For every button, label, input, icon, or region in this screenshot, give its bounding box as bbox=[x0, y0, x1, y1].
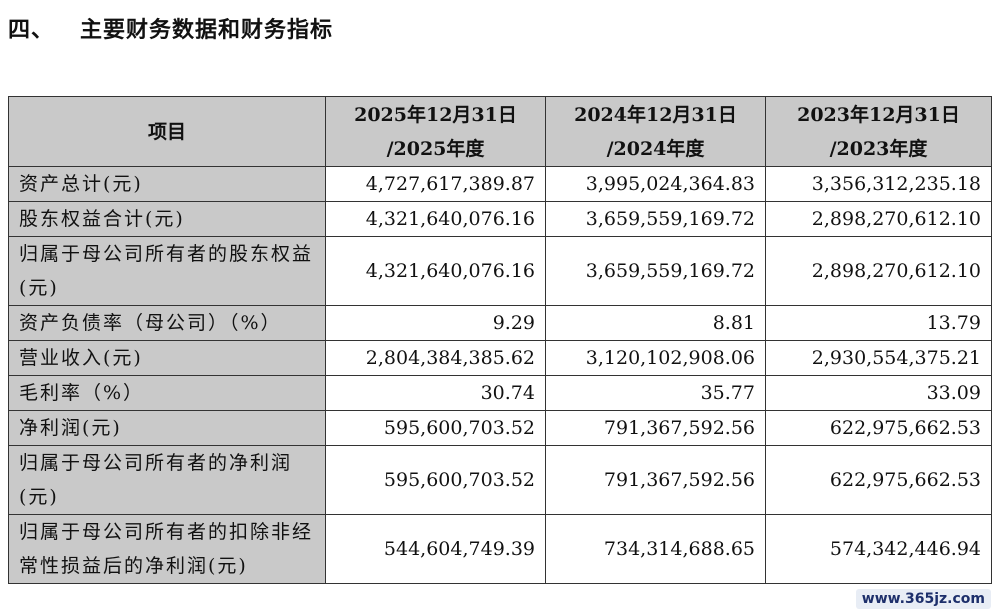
row-label: 毛利率（%） bbox=[8, 375, 326, 411]
cell-2023: 574,342,446.94 bbox=[765, 514, 992, 584]
cell-2024: 3,659,559,169.72 bbox=[545, 236, 766, 306]
cell-2025: 595,600,703.52 bbox=[325, 410, 546, 446]
header-col-2023: 2023年12月31日 /2023年度 bbox=[765, 96, 992, 167]
cell-2023: 3,356,312,235.18 bbox=[765, 166, 992, 202]
header-item: 项目 bbox=[8, 96, 326, 167]
table-row: 归属于母公司所有者的股东权益(元) 4,321,640,076.16 3,659… bbox=[8, 236, 992, 306]
cell-2024: 734,314,688.65 bbox=[545, 514, 766, 584]
cell-2025: 9.29 bbox=[325, 305, 546, 341]
row-label: 净利润(元) bbox=[8, 410, 326, 446]
table-row: 净利润(元) 595,600,703.52 791,367,592.56 622… bbox=[8, 410, 992, 446]
cell-2025: 4,727,617,389.87 bbox=[325, 166, 546, 202]
cell-2025: 30.74 bbox=[325, 375, 546, 411]
table-row: 资产负债率（母公司）（%） 9.29 8.81 13.79 bbox=[8, 305, 992, 341]
table-row: 毛利率（%） 30.74 35.77 33.09 bbox=[8, 375, 992, 411]
header-col-line1: 2023年12月31日 bbox=[797, 103, 960, 126]
header-col-2025: 2025年12月31日 /2025年度 bbox=[325, 96, 546, 167]
table-row: 归属于母公司所有者的扣除非经常性损益后的净利润(元) 544,604,749.3… bbox=[8, 514, 992, 584]
cell-2023: 33.09 bbox=[765, 375, 992, 411]
row-label: 营业收入(元) bbox=[8, 340, 326, 376]
cell-2025: 4,321,640,076.16 bbox=[325, 236, 546, 306]
section-heading: 四、 主要财务数据和财务指标 bbox=[8, 12, 333, 44]
section-title: 主要财务数据和财务指标 bbox=[80, 18, 334, 43]
header-col-line1: 2024年12月31日 bbox=[574, 103, 737, 126]
cell-2023: 13.79 bbox=[765, 305, 992, 341]
cell-2025: 4,321,640,076.16 bbox=[325, 201, 546, 237]
cell-2023: 2,898,270,612.10 bbox=[765, 201, 992, 237]
row-label: 资产负债率（母公司）（%） bbox=[8, 305, 326, 341]
table-row: 归属于母公司所有者的净利润(元) 595,600,703.52 791,367,… bbox=[8, 445, 992, 515]
row-label: 归属于母公司所有者的股东权益(元) bbox=[8, 236, 326, 306]
cell-2024: 35.77 bbox=[545, 375, 766, 411]
table-row: 股东权益合计(元) 4,321,640,076.16 3,659,559,169… bbox=[8, 201, 992, 237]
financial-data-table: 项目 2025年12月31日 /2025年度 2024年12月31日 /2024… bbox=[8, 96, 992, 584]
cell-2024: 791,367,592.56 bbox=[545, 445, 766, 515]
row-label: 股东权益合计(元) bbox=[8, 201, 326, 237]
cell-2025: 2,804,384,385.62 bbox=[325, 340, 546, 376]
cell-2025: 544,604,749.39 bbox=[325, 514, 546, 584]
cell-2023: 622,975,662.53 bbox=[765, 445, 992, 515]
header-col-line2: /2023年度 bbox=[829, 137, 928, 160]
header-col-line1: 2025年12月31日 bbox=[354, 103, 517, 126]
cell-2023: 622,975,662.53 bbox=[765, 410, 992, 446]
cell-2024: 3,995,024,364.83 bbox=[545, 166, 766, 202]
header-col-line2: /2024年度 bbox=[606, 137, 705, 160]
cell-2023: 2,930,554,375.21 bbox=[765, 340, 992, 376]
table-header-row: 项目 2025年12月31日 /2025年度 2024年12月31日 /2024… bbox=[8, 96, 992, 167]
cell-2024: 791,367,592.56 bbox=[545, 410, 766, 446]
header-col-line2: /2025年度 bbox=[386, 137, 485, 160]
row-label: 资产总计(元) bbox=[8, 166, 326, 202]
cell-2023: 2,898,270,612.10 bbox=[765, 236, 992, 306]
cell-2024: 3,659,559,169.72 bbox=[545, 201, 766, 237]
cell-2025: 595,600,703.52 bbox=[325, 445, 546, 515]
row-label: 归属于母公司所有者的净利润(元) bbox=[8, 445, 326, 515]
table-row: 资产总计(元) 4,727,617,389.87 3,995,024,364.8… bbox=[8, 166, 992, 202]
site-watermark: www.365jz.com bbox=[855, 589, 991, 609]
section-number: 四、 bbox=[8, 18, 55, 43]
table-row: 营业收入(元) 2,804,384,385.62 3,120,102,908.0… bbox=[8, 340, 992, 376]
row-label: 归属于母公司所有者的扣除非经常性损益后的净利润(元) bbox=[8, 514, 326, 584]
cell-2024: 8.81 bbox=[545, 305, 766, 341]
cell-2024: 3,120,102,908.06 bbox=[545, 340, 766, 376]
header-col-2024: 2024年12月31日 /2024年度 bbox=[545, 96, 766, 167]
